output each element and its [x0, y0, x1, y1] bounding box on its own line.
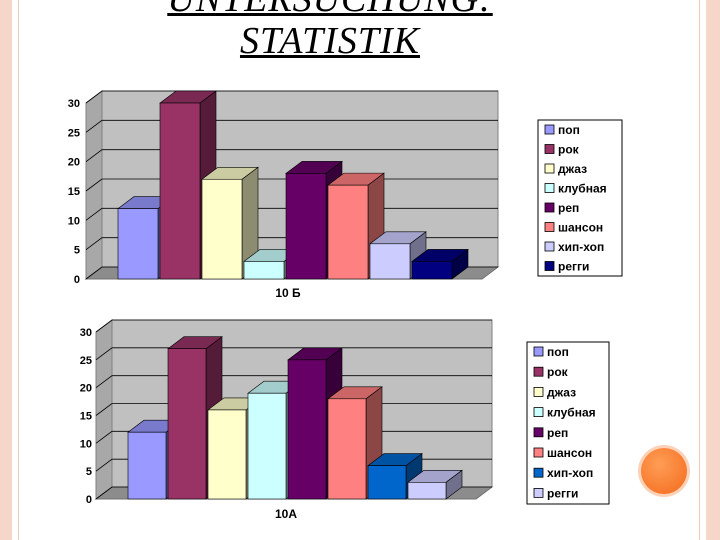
legend-label: регги	[547, 486, 578, 500]
legend-swatch	[533, 407, 544, 418]
y-tick-label: 10	[68, 215, 80, 227]
legend-swatch	[533, 366, 544, 377]
legend-swatch	[533, 346, 544, 357]
y-tick-label: 25	[80, 355, 92, 367]
legend-label: шансон	[547, 446, 592, 460]
legend-item-шансон: шансон	[544, 221, 603, 235]
legend-label: клубная	[558, 182, 607, 196]
gridline	[85, 149, 498, 162]
y-tick-label: 30	[80, 327, 92, 339]
legend-swatch	[544, 202, 555, 213]
legend-item-клубная: клубная	[544, 182, 607, 196]
legend-swatch	[544, 222, 555, 232]
bar-регги	[411, 248, 469, 280]
legend-swatch	[533, 487, 544, 498]
title-line-2: STATISTIK	[239, 20, 421, 62]
gridline	[85, 90, 498, 104]
legend-label: реп	[558, 201, 579, 215]
legend-label: поп	[547, 345, 569, 359]
legend-label: хип-хоп	[547, 466, 593, 480]
x-axis-label: 10 Б	[275, 286, 301, 300]
legend-item-клубная: клубная	[533, 406, 596, 420]
legend-item-джаз: джаз	[544, 162, 587, 176]
legend-label: джаз	[547, 385, 576, 399]
legend-label: шансон	[558, 221, 603, 235]
legend-label: поп	[558, 123, 580, 137]
bar-шансон	[327, 172, 385, 280]
slide-title: UNTERSUCHUNG: STATISTIK	[60, 0, 600, 62]
legend: поп рок джаз клубная реп шансон хип-хоп регги	[537, 119, 623, 277]
y-tick-label: 25	[68, 127, 80, 139]
legend-label: реп	[547, 426, 568, 440]
legend-item-рок: рок	[544, 143, 580, 157]
legend-swatch	[533, 386, 544, 397]
title-line-1: UNTERSUCHUNG:	[60, 0, 600, 20]
x-axis-label: 10А	[275, 507, 297, 521]
y-tick-label: 15	[80, 411, 92, 423]
legend-item-хип-хоп: хип-хоп	[544, 240, 604, 254]
legend-swatch	[544, 241, 555, 252]
y-tick-label: 10	[80, 438, 92, 450]
y-tick-label: 15	[68, 186, 80, 198]
legend-swatch	[533, 467, 544, 478]
y-tick-label: 20	[68, 157, 80, 169]
y-tick-label: 0	[74, 274, 80, 286]
legend-item-регги: регги	[544, 260, 589, 274]
bar-джаз	[201, 166, 259, 280]
y-tick-label: 5	[86, 466, 92, 478]
legend-label: клубная	[547, 406, 596, 420]
bar-регги	[407, 469, 463, 500]
legend-label: джаз	[558, 162, 587, 176]
left-border	[0, 0, 12, 540]
legend-label: хип-хоп	[558, 240, 604, 254]
legend-label: регги	[558, 260, 589, 274]
right-border	[706, 0, 720, 540]
legend-swatch	[544, 261, 555, 271]
y-tick-label: 0	[86, 494, 92, 506]
legend-item-регги: регги	[533, 486, 578, 500]
legend-swatch	[544, 124, 555, 135]
y-tick-label: 30	[68, 98, 80, 110]
legend-item-реп: реп	[544, 201, 579, 215]
y-tick-label: 20	[80, 383, 92, 395]
legend-item-хип-хоп: хип-хоп	[533, 466, 593, 480]
gridline	[85, 119, 498, 133]
left-border-line	[18, 0, 19, 540]
legend-item-шансон: шансон	[533, 446, 592, 460]
legend-item-поп: поп	[544, 123, 580, 137]
y-tick-label: 5	[74, 245, 80, 257]
legend-swatch	[533, 427, 544, 438]
decorative-orange-circle	[641, 448, 687, 494]
legend-swatch	[544, 183, 555, 193]
legend-item-поп: поп	[533, 345, 569, 359]
legend-swatch	[533, 447, 544, 458]
legend-label: рок	[547, 365, 569, 379]
legend: поп рок джаз клубная реп шансон хип-хоп регги	[526, 341, 610, 505]
legend-item-джаз: джаз	[533, 385, 576, 399]
gridline	[95, 347, 492, 361]
gridline	[95, 319, 492, 333]
legend-swatch	[544, 163, 555, 174]
legend-swatch	[544, 144, 555, 154]
gridline	[95, 375, 492, 388]
right-border-line	[699, 0, 700, 540]
legend-label: рок	[558, 143, 580, 157]
legend-item-рок: рок	[533, 365, 569, 379]
legend-item-реп: реп	[533, 426, 568, 440]
